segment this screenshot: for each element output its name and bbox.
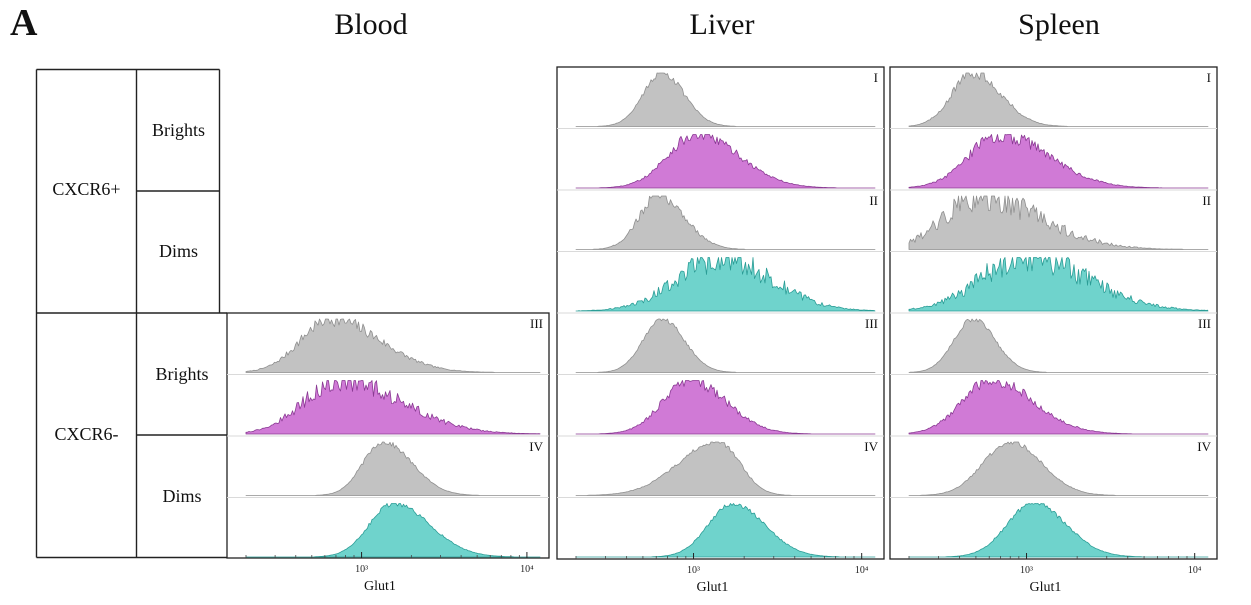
x-axis-label: Glut1: [697, 580, 729, 595]
histogram-stained: [908, 503, 1209, 558]
gate-label: II: [1202, 193, 1211, 208]
gate-label: IV: [529, 439, 543, 454]
histogram-control: [908, 195, 1209, 250]
histogram-control: [575, 195, 876, 250]
gate-label: II: [869, 193, 878, 208]
column-title-blood: Blood: [334, 8, 408, 41]
gate-label: I: [1207, 70, 1211, 85]
gate-label: III: [1198, 316, 1211, 331]
row-group-label-cxcr6-pos: CXCR6+: [52, 179, 121, 199]
histogram-control: [908, 72, 1209, 127]
x-tick-label: 10³: [687, 565, 700, 576]
x-tick-label: 10⁴: [855, 565, 869, 576]
row-label-grid: [35, 68, 227, 559]
histogram-stained: [575, 257, 876, 312]
histogram-stained: [908, 134, 1209, 189]
x-tick-label: 10⁴: [520, 564, 534, 575]
histogram-stained: [245, 380, 541, 435]
histogram-stained: [245, 503, 541, 558]
histogram-control: [575, 72, 876, 127]
histogram-control: [908, 318, 1209, 373]
histogram-control: [245, 318, 541, 373]
x-axis-label: Glut1: [364, 579, 396, 594]
x-axis-label: Glut1: [1030, 580, 1062, 595]
gate-label: III: [865, 316, 878, 331]
subrow-label-brights-neg: Brights: [155, 364, 209, 384]
histogram-stained: [908, 257, 1209, 312]
x-tick-label: 10³: [355, 564, 368, 575]
column-title-spleen: Spleen: [1018, 8, 1100, 41]
subrow-label-dims-pos: Dims: [158, 241, 198, 261]
histogram-stained: [908, 380, 1209, 435]
subrow-label-dims-neg: Dims: [162, 486, 202, 506]
panel-letter: A: [10, 2, 38, 44]
column-title-liver: Liver: [689, 8, 755, 41]
histogram-control: [245, 441, 541, 496]
histogram-stained: [575, 134, 876, 189]
histogram-stained: [575, 380, 876, 435]
blood-histogram-panel: III IV 10³ 10⁴ Glut1: [226, 312, 550, 594]
x-tick-label: 10³: [1020, 565, 1033, 576]
row-group-label-cxcr6-neg: CXCR6-: [54, 424, 119, 444]
subrow-label-brights-pos: Brights: [151, 120, 205, 140]
gate-label: IV: [1197, 439, 1211, 454]
histogram-control: [575, 441, 876, 496]
gate-label: III: [530, 316, 543, 331]
gate-label: I: [874, 70, 878, 85]
gate-label: IV: [864, 439, 878, 454]
histogram-control: [908, 441, 1209, 496]
histogram-stained: [575, 503, 876, 558]
histogram-control: [575, 318, 876, 373]
x-tick-label: 10⁴: [1188, 565, 1202, 576]
